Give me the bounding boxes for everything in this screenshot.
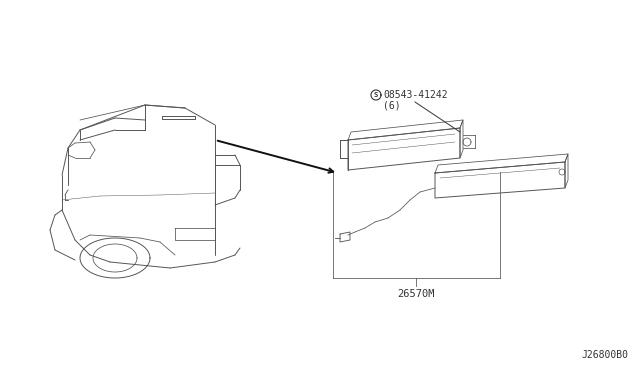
Text: (6): (6) bbox=[383, 100, 401, 110]
Text: S: S bbox=[374, 92, 378, 98]
Text: J26800B0: J26800B0 bbox=[581, 350, 628, 360]
Text: 26570M: 26570M bbox=[397, 289, 435, 299]
Text: 08543-41242: 08543-41242 bbox=[383, 90, 447, 100]
